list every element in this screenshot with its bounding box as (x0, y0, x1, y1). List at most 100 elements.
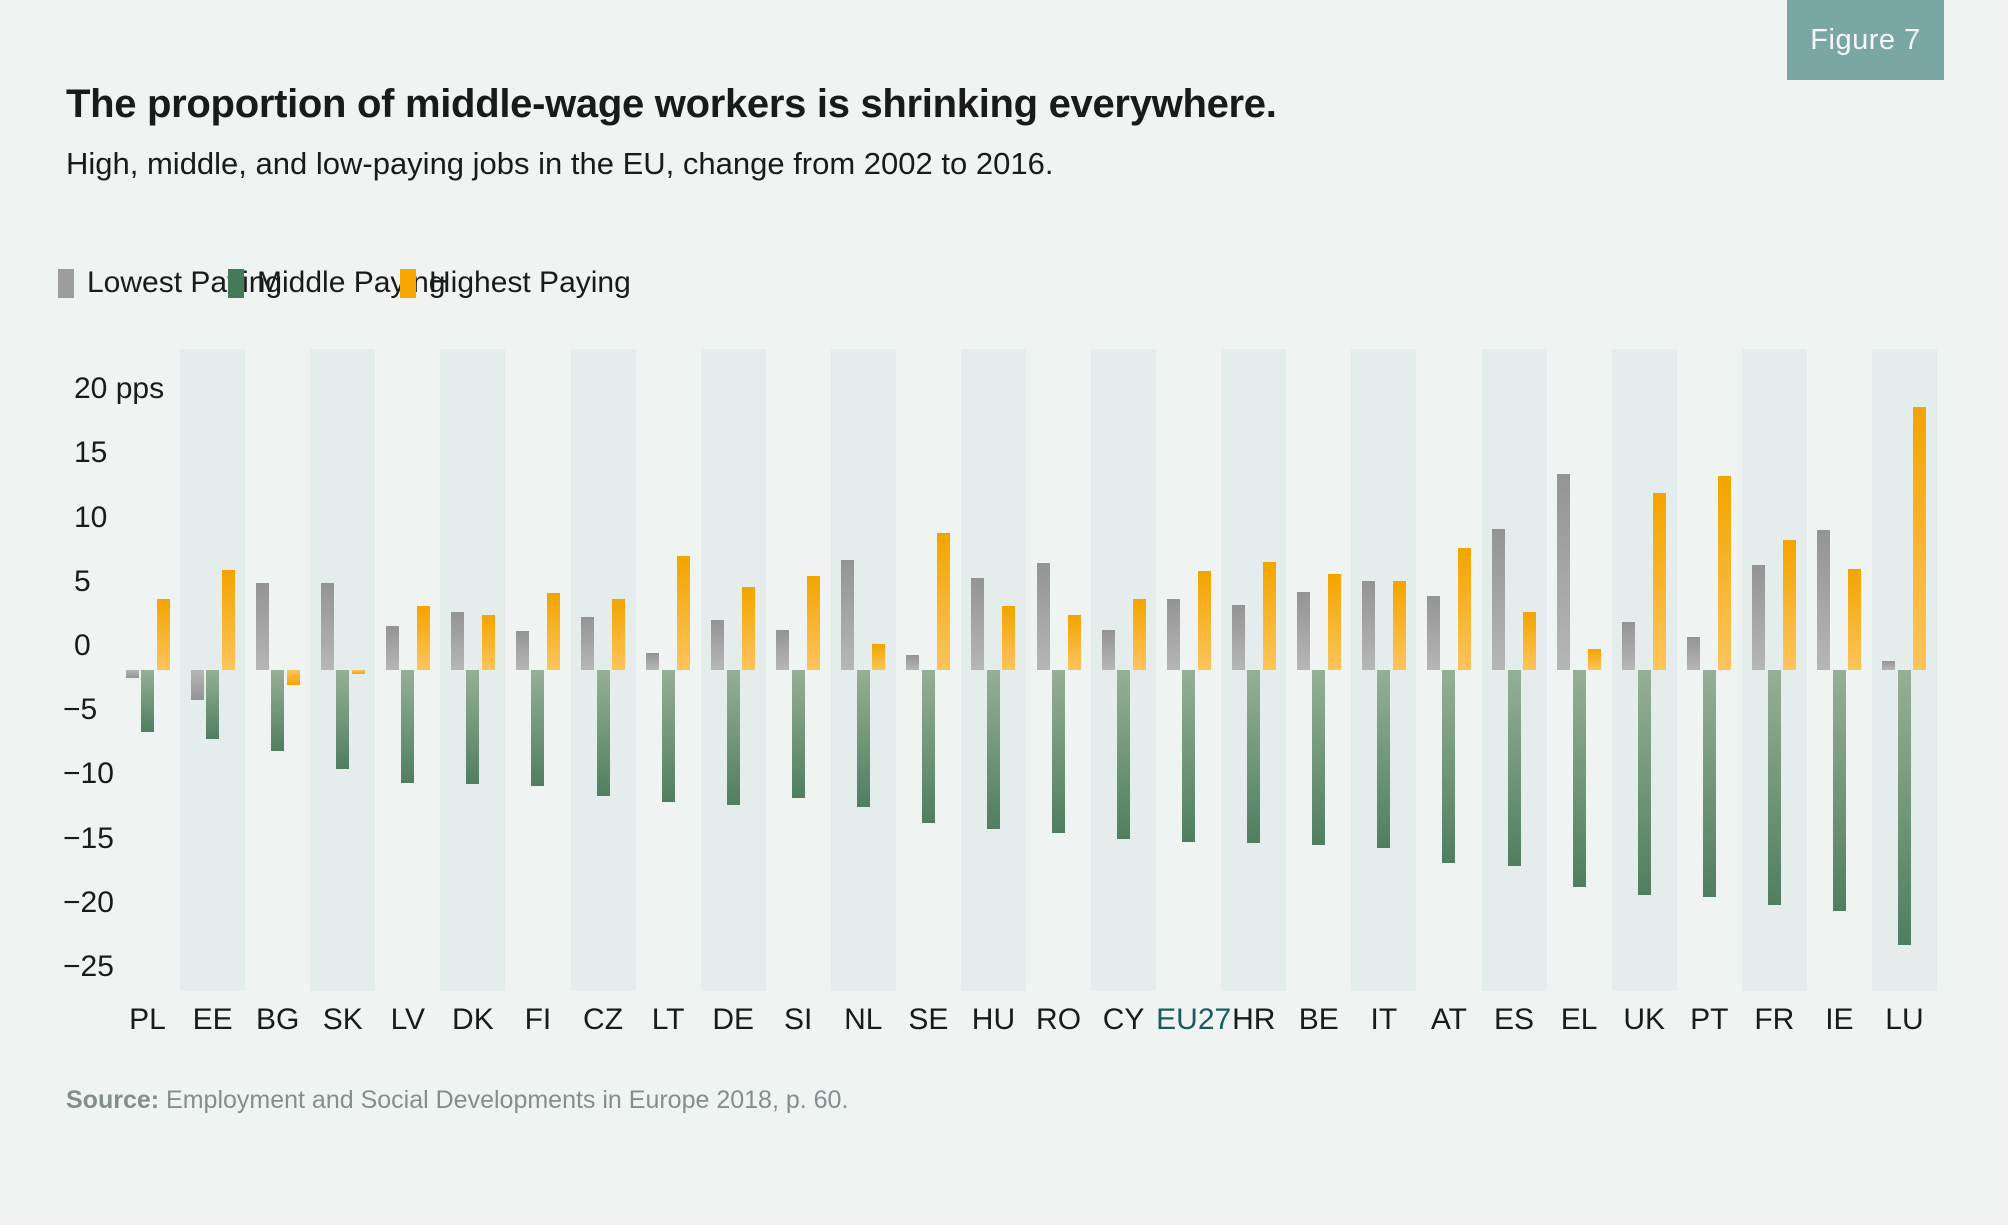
bar-LU-lowest (1882, 661, 1896, 670)
y-axis-label--25: −25 (63, 950, 114, 983)
bar-DK-highest (481, 614, 495, 670)
x-axis-label-EE: EE (192, 1003, 233, 1036)
bar-CY-middle (1117, 670, 1131, 840)
y-axis-label--5: −5 (63, 693, 98, 727)
legend-swatch-icon (58, 268, 74, 298)
bar-HU-middle (986, 670, 1000, 830)
x-axis-label-SI: SI (784, 1003, 813, 1036)
page-subtitle: High, middle, and low-paying jobs in the… (66, 146, 1054, 181)
bar-PT-lowest (1687, 636, 1701, 670)
bar-FI-lowest (515, 631, 529, 670)
bar-DK-lowest (450, 612, 464, 670)
x-axis-label-EL: EL (1560, 1003, 1598, 1036)
x-axis-label-FR: FR (1754, 1003, 1795, 1036)
bar-EU27-lowest (1166, 599, 1180, 670)
source-text: Employment and Social Developments in Eu… (159, 1086, 849, 1114)
x-axis-label-IE: IE (1825, 1003, 1854, 1036)
legend-item-0: Lowest Paying (58, 266, 282, 300)
bar-ES-middle (1507, 670, 1521, 867)
bar-HU-lowest (971, 577, 985, 670)
bar-EU27-middle (1182, 670, 1196, 843)
bar-HU-highest (1002, 605, 1016, 670)
bar-EL-lowest (1557, 473, 1571, 670)
x-axis-label-CY: CY (1102, 1003, 1145, 1036)
legend-label: Highest Paying (429, 266, 631, 299)
x-axis-label-HU: HU (971, 1003, 1016, 1036)
bar-LT-middle (661, 670, 675, 803)
bar-FR-lowest (1752, 564, 1766, 670)
y-axis-label-10: 10 (74, 500, 108, 534)
bar-SI-middle (791, 670, 805, 799)
bar-IT-highest (1392, 581, 1406, 670)
bar-RO-lowest (1036, 563, 1050, 670)
bar-CZ-middle (596, 670, 610, 796)
x-axis-label-SE: SE (908, 1003, 949, 1036)
y-axis-label--15: −15 (63, 821, 114, 855)
bar-BG-middle (271, 670, 285, 751)
bar-DE-lowest (711, 619, 725, 670)
bar-EE-highest (221, 569, 235, 670)
bar-CZ-highest (612, 599, 626, 670)
bar-RO-highest (1067, 614, 1081, 670)
bar-LV-lowest (385, 626, 399, 670)
y-axis-label--20: −20 (63, 885, 114, 919)
bar-FR-highest (1783, 540, 1797, 670)
bar-IE-highest (1848, 568, 1862, 670)
bar-HR-lowest (1231, 604, 1245, 670)
bar-SK-lowest (320, 582, 334, 670)
bar-SE-middle (921, 670, 935, 823)
y-axis-label-5: 5 (74, 564, 91, 598)
bar-HR-middle (1247, 670, 1261, 844)
x-axis-label-DK: DK (452, 1003, 494, 1036)
bar-IT-middle (1377, 670, 1391, 849)
bar-BE-lowest (1296, 591, 1310, 670)
bar-HR-highest (1262, 562, 1276, 670)
bar-LU-middle (1897, 670, 1911, 945)
bar-SI-lowest (776, 630, 790, 670)
bar-DE-middle (726, 670, 740, 805)
bar-UK-middle (1637, 670, 1651, 895)
x-axis-label-BG: BG (255, 1003, 300, 1036)
legend-item-2: Highest Paying (400, 266, 631, 300)
bar-PL-lowest (125, 670, 139, 678)
bar-NL-middle (856, 670, 870, 808)
bar-IE-lowest (1817, 530, 1831, 670)
bar-AT-middle (1442, 670, 1456, 863)
bar-SK-highest (351, 670, 365, 674)
bar-ES-lowest (1492, 528, 1506, 670)
bar-LV-highest (416, 605, 430, 670)
figure-badge-label: Figure 7 (1810, 23, 1921, 56)
legend-swatch-icon (400, 268, 416, 298)
bar-BG-lowest (255, 582, 269, 670)
x-axis-label-SK: SK (322, 1003, 363, 1036)
bar-LU-highest (1913, 406, 1927, 670)
bar-EE-middle (206, 670, 220, 740)
source-note: Source: Employment and Social Developmen… (66, 1086, 848, 1115)
x-axis-label-FI: FI (524, 1003, 552, 1036)
bar-LT-highest (677, 555, 691, 670)
bar-EL-middle (1572, 670, 1586, 887)
x-axis-label-LT: LT (651, 1003, 685, 1036)
y-axis-label-20: 20 pps (74, 372, 165, 406)
bar-PT-highest (1718, 476, 1732, 670)
bar-FI-middle (531, 670, 545, 786)
bar-FR-middle (1767, 670, 1781, 905)
bar-EU27-highest (1197, 571, 1211, 670)
x-axis-label-HR: HR (1232, 1003, 1276, 1036)
bar-AT-highest (1457, 548, 1471, 670)
bar-DK-middle (466, 670, 480, 785)
bar-BE-highest (1327, 573, 1341, 670)
bar-DE-highest (742, 586, 756, 670)
bar-AT-lowest (1426, 595, 1440, 670)
bar-EE-lowest (190, 670, 204, 700)
bar-NL-lowest (841, 559, 855, 670)
bar-SE-lowest (906, 654, 920, 670)
x-axis-label-IT: IT (1370, 1003, 1398, 1036)
x-axis-label-AT: AT (1430, 1003, 1467, 1036)
x-axis-label-BE: BE (1298, 1003, 1339, 1036)
bar-PL-highest (156, 599, 170, 670)
bar-UK-highest (1653, 492, 1667, 670)
bar-SK-middle (336, 670, 350, 769)
chart-legend: Lowest Paying Middle Paying Highest Paying (0, 266, 2008, 300)
